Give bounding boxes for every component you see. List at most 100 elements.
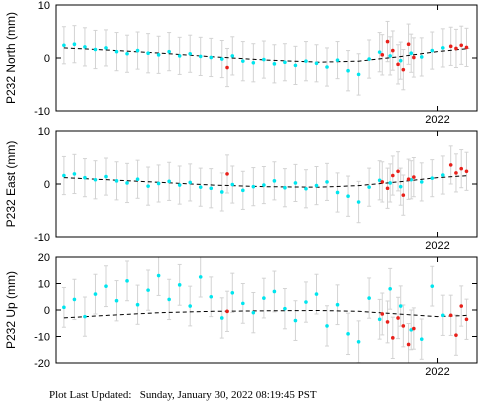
east-final-point — [146, 184, 150, 188]
up-final-point — [156, 273, 161, 278]
east-final-point — [125, 181, 129, 185]
up-final-point — [209, 294, 214, 299]
up-ytick-label: 0 — [44, 305, 50, 317]
up-final-point — [388, 287, 392, 291]
north-rapid-point — [225, 65, 229, 70]
north-final-point — [335, 58, 340, 62]
east-rapid-point — [459, 166, 464, 171]
east-final-point — [114, 179, 119, 183]
east-final-point — [304, 186, 308, 191]
up-final-point — [293, 318, 298, 323]
up-rapid-point — [225, 309, 229, 314]
east-final-point — [272, 179, 277, 183]
north-final-point — [388, 54, 392, 58]
north-final-point — [114, 49, 119, 54]
north-final-point — [83, 45, 87, 49]
up-final-point — [314, 292, 319, 296]
east-final-point — [377, 178, 382, 183]
up-xtick-label: 2022 — [425, 366, 449, 378]
up-ytick-label: -10 — [34, 332, 50, 344]
east-ytick-label: -10 — [34, 232, 50, 244]
up-final-point — [346, 332, 350, 336]
north-final-point — [135, 48, 140, 53]
up-final-point — [219, 316, 224, 320]
up-final-point — [262, 296, 266, 300]
east-rapid-point — [448, 163, 453, 167]
up-rapid-point — [406, 342, 411, 347]
north-rapid-point — [401, 67, 406, 72]
east-final-point — [440, 173, 445, 177]
north-final-point — [146, 51, 150, 56]
plot-updated-footer: Plot Last Updated: Sunday, January 30, 2… — [49, 389, 469, 401]
east-rapid-point — [380, 180, 385, 184]
east-final-point — [230, 182, 235, 187]
up-rapid-point — [459, 304, 464, 308]
footer-label: Plot Last Updated: — [49, 389, 132, 401]
up-final-point — [419, 337, 424, 341]
up-final-point — [104, 284, 108, 288]
east-final-point — [209, 186, 214, 191]
north-final-point — [167, 49, 171, 54]
up-final-point — [93, 292, 98, 296]
panel-up: -20 -10 0 10 20 2022 P232 Up (mm) — [4, 252, 478, 378]
north-final-point — [230, 54, 235, 58]
east-rapid-point — [412, 175, 416, 179]
up-final-point — [125, 279, 129, 283]
east-final-point — [135, 177, 140, 182]
up-final-point — [188, 304, 192, 308]
up-trend-line — [63, 309, 470, 319]
east-final-point — [262, 183, 266, 187]
up-final-point — [440, 313, 445, 318]
east-rapid-point — [406, 177, 411, 182]
east-final-point — [93, 177, 98, 182]
up-final-point — [304, 300, 308, 304]
north-final-point — [398, 58, 403, 63]
north-rapid-point — [391, 48, 395, 53]
east-rapid-point — [385, 186, 390, 191]
east-ytick-label: 10 — [38, 126, 50, 138]
north-rapid-point — [412, 55, 416, 60]
east-final-point — [72, 172, 77, 176]
north-final-point — [156, 53, 161, 57]
north-final-point — [346, 68, 350, 73]
panel-east: -10 0 10 2022 P232 East (mm) — [4, 126, 478, 252]
north-final-point — [356, 72, 361, 77]
north-xtick-label: 2022 — [425, 114, 449, 126]
up-rapid-point — [412, 326, 416, 331]
up-final-point — [335, 302, 340, 307]
north-final-point — [304, 59, 308, 63]
north-rapid-point — [380, 53, 385, 57]
east-final-point — [314, 183, 319, 188]
north-final-point — [367, 57, 371, 61]
up-rapid-point — [464, 317, 469, 322]
north-final-point — [325, 65, 329, 69]
up-final-point — [325, 324, 329, 328]
east-final-point — [177, 183, 182, 187]
north-final-point — [104, 46, 108, 50]
east-final-point — [198, 185, 203, 189]
up-final-point — [283, 306, 287, 311]
east-final-point — [156, 181, 161, 186]
up-rapid-point — [448, 313, 453, 318]
north-final-point — [72, 42, 77, 47]
up-final-point — [62, 305, 66, 310]
north-final-point — [62, 43, 66, 48]
east-final-point — [241, 188, 245, 193]
east-final-point — [83, 175, 87, 180]
east-final-point — [283, 185, 287, 190]
north-final-point — [198, 54, 203, 59]
up-ytick-label: 10 — [38, 279, 50, 291]
north-final-point — [251, 60, 256, 65]
up-final-point — [377, 317, 382, 322]
up-rapid-point — [396, 316, 400, 320]
up-final-point — [251, 310, 256, 315]
north-rapid-point — [406, 42, 411, 47]
north-ylabel: P232 North (mm) — [4, 12, 18, 104]
east-final-point — [356, 200, 361, 204]
north-final-point — [409, 51, 414, 56]
up-final-point — [230, 290, 235, 295]
north-final-point — [440, 46, 445, 50]
north-final-point — [262, 57, 266, 62]
north-final-point — [314, 61, 319, 66]
north-trend-line — [63, 47, 470, 63]
